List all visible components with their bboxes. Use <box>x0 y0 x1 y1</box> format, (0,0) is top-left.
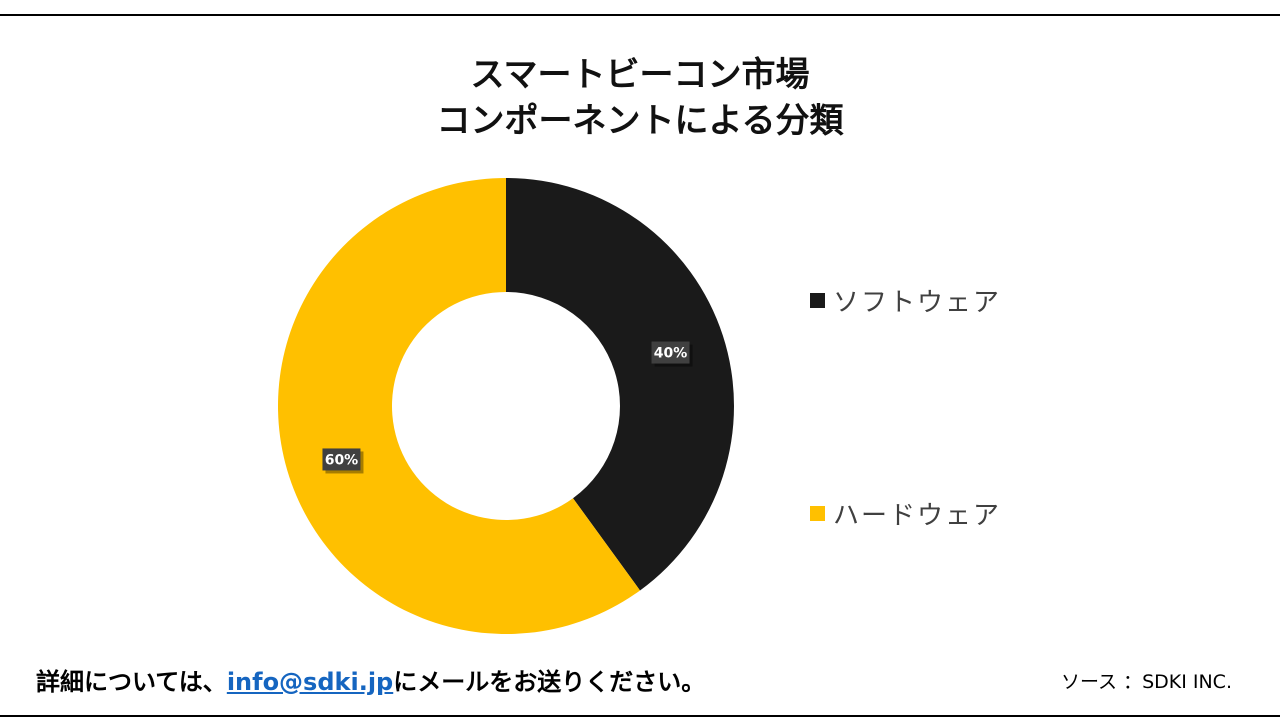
chart-title-line-1: スマートビーコン市場 <box>470 55 810 95</box>
contact-email-link[interactable]: info@sdki.jp <box>226 668 394 696</box>
source-note: ソース ：SDKI INC. <box>1060 671 1232 693</box>
legend-label-software: ソフトウェア <box>833 288 1002 318</box>
contact-suffix: にメールをお送りください。 <box>393 668 706 696</box>
slice-0 <box>506 178 734 591</box>
slice-label-0: 40% <box>651 341 693 367</box>
chart-title-line-2: コンポーネントによる分類 <box>436 101 844 141</box>
legend-item-hardware: ハードウェア <box>810 495 1001 532</box>
contact-note: 詳細については、info@sdki.jpにメールをお送りください。 <box>36 662 705 697</box>
slice-label-text-1: 60% <box>325 452 359 468</box>
bottom-rule <box>0 715 1280 717</box>
legend-swatch-software <box>810 293 825 308</box>
legend-swatch-hardware <box>810 506 825 521</box>
slice-label-text-0: 40% <box>654 346 688 362</box>
chart-title: スマートビーコン市場 コンポーネントによる分類 <box>0 52 1280 144</box>
slice-1 <box>277 178 641 634</box>
top-rule <box>0 14 1280 16</box>
slice-label-1: 60% <box>322 448 364 474</box>
legend-item-software: ソフトウェア <box>810 282 1001 319</box>
legend-label-hardware: ハードウェア <box>833 501 1002 531</box>
contact-prefix: 詳細については、 <box>36 668 227 696</box>
